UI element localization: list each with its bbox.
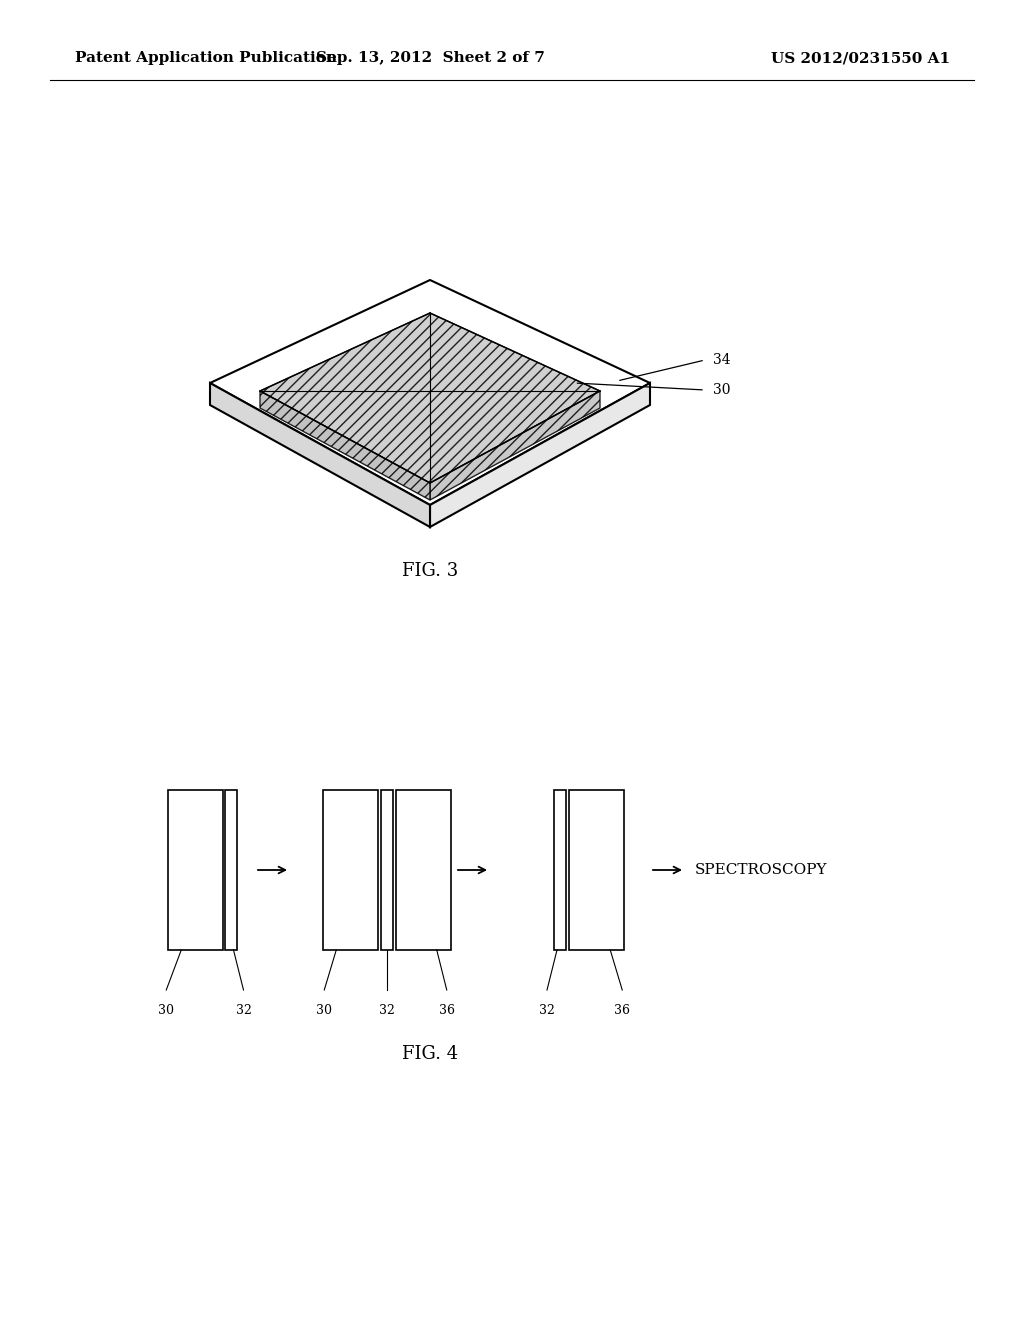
Polygon shape: [210, 280, 650, 506]
Polygon shape: [430, 383, 650, 527]
Text: 34: 34: [713, 352, 731, 367]
Text: 32: 32: [236, 1005, 252, 1016]
Polygon shape: [381, 789, 392, 950]
Text: Sep. 13, 2012  Sheet 2 of 7: Sep. 13, 2012 Sheet 2 of 7: [315, 51, 545, 65]
Text: Patent Application Publication: Patent Application Publication: [75, 51, 337, 65]
Text: FIG. 4: FIG. 4: [402, 1045, 458, 1063]
Polygon shape: [260, 313, 600, 483]
Polygon shape: [395, 789, 451, 950]
Polygon shape: [569, 789, 624, 950]
Text: 32: 32: [379, 1005, 394, 1016]
Polygon shape: [210, 383, 430, 527]
Text: 30: 30: [713, 383, 730, 397]
Polygon shape: [224, 789, 237, 950]
Text: 30: 30: [159, 1005, 174, 1016]
Polygon shape: [323, 789, 378, 950]
Polygon shape: [260, 391, 430, 500]
Text: FIG. 3: FIG. 3: [401, 562, 458, 579]
Text: 30: 30: [316, 1005, 332, 1016]
Text: SPECTROSCOPY: SPECTROSCOPY: [695, 863, 827, 876]
Polygon shape: [168, 789, 222, 950]
Polygon shape: [430, 391, 600, 500]
Text: 36: 36: [614, 1005, 630, 1016]
Polygon shape: [554, 789, 566, 950]
Text: US 2012/0231550 A1: US 2012/0231550 A1: [771, 51, 950, 65]
Text: 36: 36: [438, 1005, 455, 1016]
Text: 32: 32: [539, 1005, 555, 1016]
